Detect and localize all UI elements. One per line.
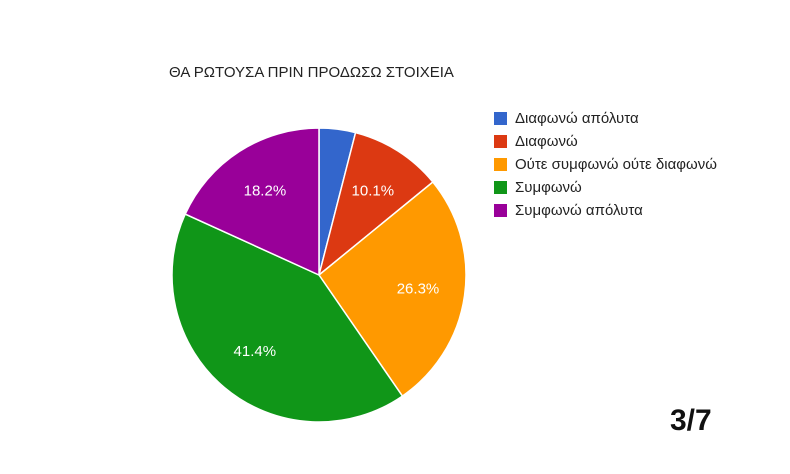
page-indicator: 3/7 <box>670 404 712 437</box>
legend-item-4: Συμφωνώ <box>494 176 717 199</box>
legend-item-3: Ούτε συμφωνώ ούτε διαφωνώ <box>494 153 717 176</box>
pie-slice-4 <box>171 213 404 423</box>
legend-label: Διαφωνώ απόλυτα <box>515 110 639 127</box>
slice-data-label-4: 41.4% <box>234 343 277 360</box>
pie-slice-5 <box>184 127 320 277</box>
legend-label: Διαφωνώ <box>515 133 578 150</box>
legend-swatch <box>494 112 507 125</box>
pie-slice-3 <box>317 180 467 398</box>
legend-swatch <box>494 158 507 171</box>
slice-data-label-3: 26.3% <box>397 281 440 298</box>
legend: Διαφωνώ απόλυτα Διαφωνώ Ούτε συμφωνώ ούτε … <box>494 107 717 222</box>
legend-label: Συμφωνώ <box>515 179 582 196</box>
pie-slices <box>171 127 467 423</box>
legend-item-1: Διαφωνώ απόλυτα <box>494 107 717 130</box>
legend-label: Συμφωνώ απόλυτα <box>515 202 643 219</box>
slice-data-label-2: 10.1% <box>352 182 395 199</box>
legend-item-5: Συμφωνώ απόλυτα <box>494 199 717 222</box>
legend-label: Ούτε συμφωνώ ούτε διαφωνώ <box>515 156 717 173</box>
legend-item-2: Διαφωνώ <box>494 130 717 153</box>
legend-swatch <box>494 135 507 148</box>
chart-title: ΘΑ ΡΩΤΟΥΣΑ ΠΡΙΝ ΠΡΟΔΩΣΩ ΣΤΟΙΧΕΙΑ <box>169 64 454 81</box>
pie-labels: 10.1% 26.3% 41.4% 18.2% <box>234 182 440 360</box>
pie-slice-2 <box>317 131 434 278</box>
slice-data-label-5: 18.2% <box>244 182 287 199</box>
legend-swatch <box>494 181 507 194</box>
legend-swatch <box>494 204 507 217</box>
